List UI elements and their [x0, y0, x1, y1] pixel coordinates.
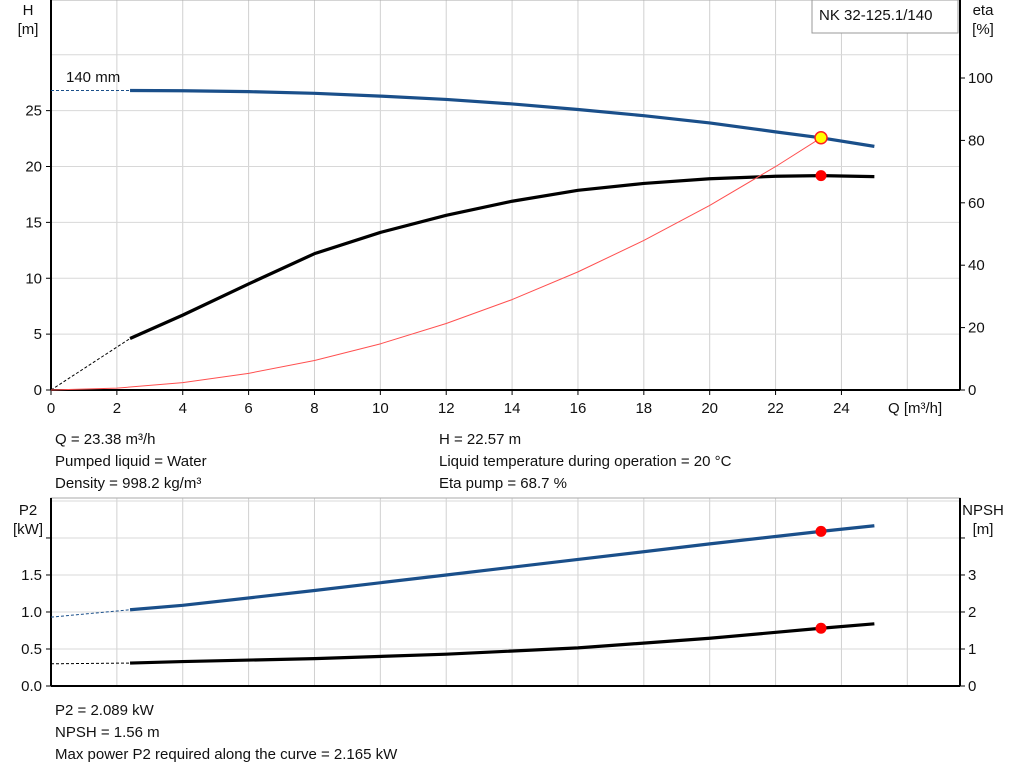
pumped-liquid: Pumped liquid = Water — [55, 453, 207, 470]
y-axis-unit: [m] — [18, 21, 39, 38]
info-bottom: P2 = 2.089 kW NPSH = 1.56 m Max power P2… — [55, 700, 397, 766]
y-tick-label: 5 — [34, 326, 42, 343]
x-tick-label: 6 — [244, 400, 252, 417]
duty-point-marker — [814, 131, 828, 145]
y-right-tick-label: 3 — [968, 567, 976, 584]
y-axis-unit: [kW] — [13, 521, 43, 538]
y-right-tick-label: 40 — [968, 257, 985, 274]
y-tick-label: 15 — [25, 214, 42, 231]
x-tick-label: 2 — [113, 400, 121, 417]
y-tick-label: 1.5 — [21, 567, 42, 584]
y-right-tick-label: 100 — [968, 70, 993, 87]
y-tick-label: 0.5 — [21, 641, 42, 658]
y-axis-label: P2 — [19, 502, 37, 519]
y-right-tick-label: 1 — [968, 641, 976, 658]
curve-P2-extrapolated — [50, 609, 131, 618]
x-tick-label: 14 — [504, 400, 521, 417]
x-tick-label: 8 — [310, 400, 318, 417]
plot-frame — [50, 0, 961, 391]
info-left-top: Q = 23.38 m³/h Pumped liquid = Water Den… — [55, 429, 207, 495]
y-right-tick-label: 0 — [968, 678, 976, 695]
curve-P2 — [129, 524, 875, 612]
eta-value: Eta pump = 68.7 % — [439, 475, 567, 492]
x-tick-label: 20 — [701, 400, 718, 417]
max-p2-value: Max power P2 required along the curve = … — [55, 746, 398, 763]
x-tick-label: 22 — [767, 400, 784, 417]
curve-NPSH-extrapolated — [50, 662, 131, 665]
x-axis-label: Q [m³/h] — [888, 400, 942, 417]
y-tick-label: 20 — [25, 159, 42, 176]
curve-H — [130, 88, 875, 148]
y-right-axis-unit: [m] — [973, 521, 994, 538]
y-right-tick-label: 80 — [968, 132, 985, 149]
impeller-diameter-label: 140 mm — [66, 69, 120, 86]
curve-eta — [129, 174, 875, 340]
pump-model-title: NK 32-125.1/140 — [819, 7, 932, 24]
y-tick-label: 1.0 — [21, 604, 42, 621]
curve-eta-extrapolated — [50, 338, 131, 391]
y-right-tick-label: 0 — [968, 382, 976, 399]
density-value: Density = 998.2 kg/m³ — [55, 475, 202, 492]
y-axis-label: H — [23, 2, 34, 19]
y-right-axis-label: eta — [973, 2, 995, 19]
curve-NPSH — [129, 622, 875, 665]
y-right-tick-label: 60 — [968, 195, 985, 212]
y-right-tick-label: 2 — [968, 604, 976, 621]
y-right-axis-label: NPSH — [962, 502, 1004, 519]
p2-value: P2 = 2.089 kW — [55, 702, 154, 719]
y-tick-label: 0.0 — [21, 678, 42, 695]
y-tick-label: 10 — [25, 270, 42, 287]
x-tick-label: 12 — [438, 400, 455, 417]
x-tick-label: 16 — [570, 400, 587, 417]
x-tick-label: 18 — [635, 400, 652, 417]
liquid-temperature: Liquid temperature during operation = 20… — [439, 453, 732, 470]
flow-value: Q = 23.38 m³/h — [55, 431, 156, 448]
head-value: H = 22.57 m — [439, 431, 522, 448]
duty-point-marker — [815, 525, 827, 537]
y-right-tick-label: 20 — [968, 320, 985, 337]
duty-point-marker — [815, 170, 827, 182]
plot-frame — [50, 497, 961, 687]
pump-model-box — [811, 0, 959, 34]
y-right-axis-unit: [%] — [972, 21, 994, 38]
x-tick-label: 4 — [179, 400, 187, 417]
y-tick-label: 0 — [34, 382, 42, 399]
x-tick-label: 24 — [833, 400, 850, 417]
curve-system — [50, 137, 822, 391]
y-tick-label: 25 — [25, 103, 42, 120]
duty-point-marker — [815, 622, 827, 634]
info-right-top: H = 22.57 m Liquid temperature during op… — [439, 429, 731, 495]
x-tick-label: 0 — [47, 400, 55, 417]
x-tick-label: 10 — [372, 400, 389, 417]
npsh-value: NPSH = 1.56 m — [55, 724, 160, 741]
